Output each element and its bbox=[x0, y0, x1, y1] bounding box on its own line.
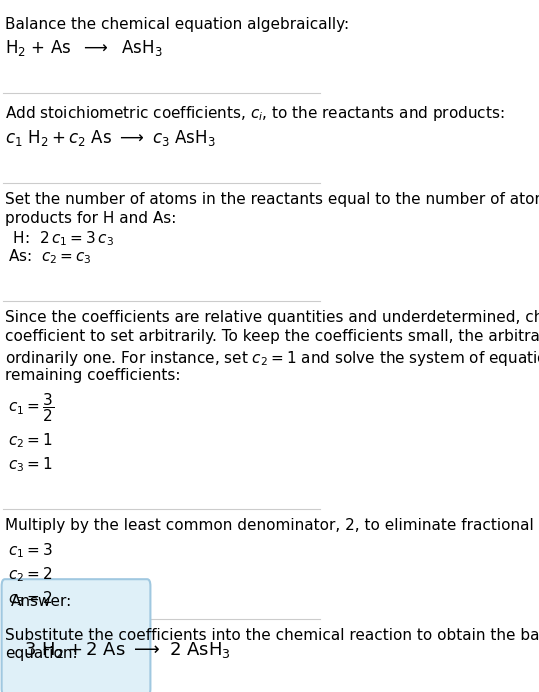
Text: remaining coefficients:: remaining coefficients: bbox=[5, 368, 181, 383]
Text: coefficient to set arbitrarily. To keep the coefficients small, the arbitrary va: coefficient to set arbitrarily. To keep … bbox=[5, 329, 539, 345]
Text: $c_2 = 2$: $c_2 = 2$ bbox=[8, 565, 53, 584]
Text: equation:: equation: bbox=[5, 646, 78, 661]
Text: $c_1 = \dfrac{3}{2}$: $c_1 = \dfrac{3}{2}$ bbox=[8, 391, 54, 424]
Text: Since the coefficients are relative quantities and underdetermined, choose a: Since the coefficients are relative quan… bbox=[5, 310, 539, 325]
Text: ordinarily one. For instance, set $c_2 = 1$ and solve the system of equations fo: ordinarily one. For instance, set $c_2 =… bbox=[5, 349, 539, 367]
FancyBboxPatch shape bbox=[2, 579, 150, 692]
Text: $c_1 = 3$: $c_1 = 3$ bbox=[8, 541, 53, 560]
Text: As:  $c_2 = c_3$: As: $c_2 = c_3$ bbox=[8, 247, 92, 266]
Text: H:  $2\,c_1 = 3\,c_3$: H: $2\,c_1 = 3\,c_3$ bbox=[8, 230, 114, 248]
Text: Add stoichiometric coefficients, $c_i$, to the reactants and products:: Add stoichiometric coefficients, $c_i$, … bbox=[5, 104, 505, 122]
Text: $\mathrm{H_2}$ $+$ As  $\longrightarrow$  $\mathrm{AsH_3}$: $\mathrm{H_2}$ $+$ As $\longrightarrow$ … bbox=[5, 38, 163, 58]
Text: Substitute the coefficients into the chemical reaction to obtain the balanced: Substitute the coefficients into the che… bbox=[5, 628, 539, 643]
Text: Balance the chemical equation algebraically:: Balance the chemical equation algebraica… bbox=[5, 17, 349, 33]
Text: Set the number of atoms in the reactants equal to the number of atoms in the: Set the number of atoms in the reactants… bbox=[5, 192, 539, 208]
Text: $c_3 = 1$: $c_3 = 1$ bbox=[8, 455, 53, 474]
Text: $3\ \mathrm{H_2} + 2\ \mathrm{As}\ \longrightarrow\ 2\ \mathrm{AsH_3}$: $3\ \mathrm{H_2} + 2\ \mathrm{As}\ \long… bbox=[24, 641, 231, 660]
Text: products for H and As:: products for H and As: bbox=[5, 211, 176, 226]
Text: Multiply by the least common denominator, 2, to eliminate fractional coefficient: Multiply by the least common denominator… bbox=[5, 518, 539, 533]
Text: $c_2 = 1$: $c_2 = 1$ bbox=[8, 431, 53, 450]
Text: Answer:: Answer: bbox=[11, 594, 73, 610]
Text: $c_3 = 2$: $c_3 = 2$ bbox=[8, 590, 53, 608]
Text: $c_1\ \mathrm{H_2} + c_2\ \mathrm{As}\ \longrightarrow\ c_3\ \mathrm{AsH_3}$: $c_1\ \mathrm{H_2} + c_2\ \mathrm{As}\ \… bbox=[5, 128, 216, 148]
